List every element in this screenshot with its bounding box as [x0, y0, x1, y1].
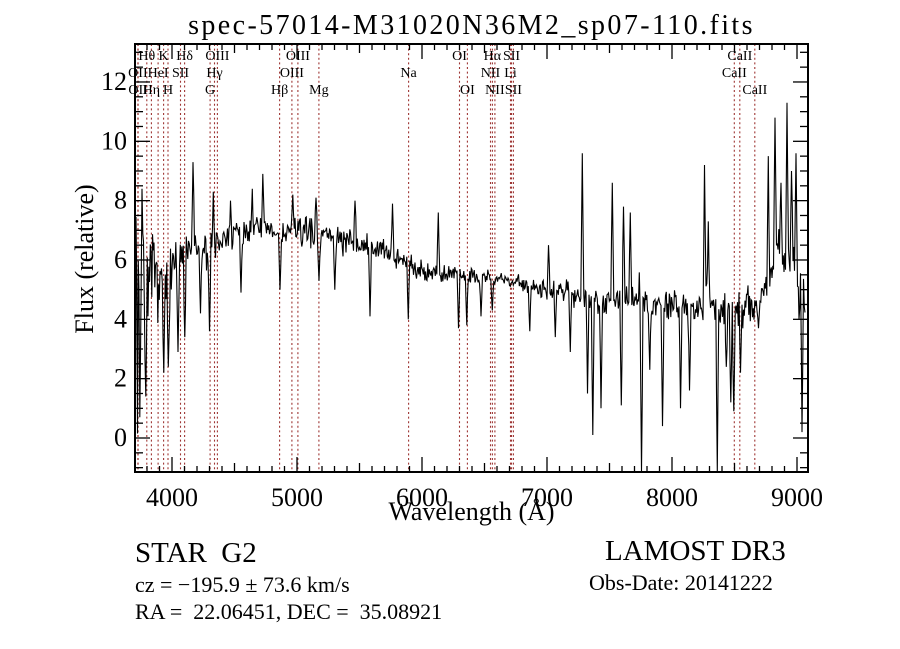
spectral-line-label: CaII — [727, 49, 753, 64]
x-tick-label: 8000 — [646, 483, 698, 512]
x-tick-label: 6000 — [396, 483, 448, 512]
spectral-line-label: Mg — [309, 83, 329, 98]
classification-label: STAR G2 — [135, 537, 257, 569]
spectral-line-label: Hη — [142, 83, 161, 98]
y-tick-label: 6 — [114, 245, 127, 274]
cz-value: cz = −195.9 ± 73.6 km/s — [135, 572, 350, 597]
y-tick-label: 8 — [114, 186, 127, 215]
spectral-line-label: G — [205, 83, 216, 98]
spectral-line-label: OI — [460, 83, 475, 98]
spectral-line-label: OIII — [285, 49, 310, 64]
y-tick-label: 12 — [101, 67, 127, 96]
spectral-line-label: Na — [400, 66, 417, 81]
y-tick-label: 4 — [114, 304, 127, 333]
x-axis-title: Wavelength (Å) — [388, 497, 555, 526]
page-title: spec-57014-M31020N36M2_sp07-110.fits — [188, 10, 755, 41]
spectral-line-label: H — [162, 83, 174, 98]
y-tick-label: 0 — [114, 423, 127, 452]
x-tick-label: 7000 — [521, 483, 573, 512]
spectral-line-label: K — [158, 49, 169, 64]
ra-dec-value: RA = 22.06451, DEC = 35.08921 — [135, 599, 443, 624]
spectral-line-label: SII — [502, 49, 521, 64]
spectral-line-label: OII — [128, 66, 148, 81]
y-tick-label: 2 — [114, 364, 127, 393]
spectral-line-label: Hα — [483, 49, 502, 64]
spectral-line-label: Hβ — [270, 83, 289, 98]
y-tick-label: 10 — [101, 126, 127, 155]
spectral-line-label: NII — [480, 66, 501, 81]
spectral-line-label: CaII — [742, 83, 768, 98]
spectral-line-label: CaII — [721, 66, 747, 81]
spectrum-trace — [134, 102, 806, 472]
obs-date: Obs-Date: 20141222 — [589, 570, 773, 595]
spectral-line-label: Hδ — [176, 49, 193, 64]
plot-frame — [134, 43, 809, 473]
spectral-line-label: Li — [504, 66, 517, 81]
x-tick-label: 5000 — [271, 483, 323, 512]
spectral-line-label: OII — [128, 83, 148, 98]
x-tick-label: 9000 — [771, 483, 823, 512]
survey-label: LAMOST DR3 — [605, 535, 786, 567]
spectral-line-label: SII — [504, 83, 522, 98]
spectral-line-label: HeI — [147, 66, 169, 81]
spectral-line-label: OIII — [205, 49, 230, 64]
spectral-line-label: Hγ — [206, 66, 223, 81]
spectral-line-label: OI — [452, 49, 467, 64]
spectral-line-label: OIII — [279, 66, 304, 81]
spectral-line-label: SII — [171, 66, 190, 81]
x-tick-label: 4000 — [146, 483, 198, 512]
spectral-line-label: NII — [485, 83, 505, 98]
spectral-line-label: Hθ — [138, 49, 156, 64]
